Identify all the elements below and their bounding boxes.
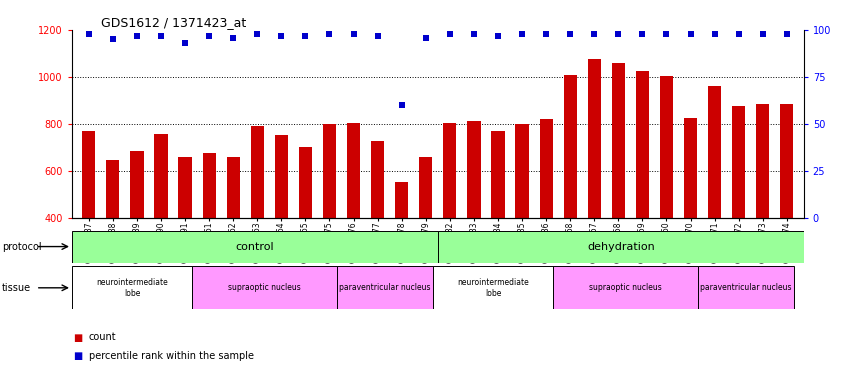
Bar [437, 231, 804, 262]
Point [106, 36, 119, 42]
Point [563, 31, 577, 37]
Text: ■: ■ [74, 351, 83, 361]
Point [299, 33, 312, 39]
Bar [443, 123, 457, 218]
Point [419, 34, 432, 40]
Point [250, 31, 264, 37]
Bar [780, 104, 794, 218]
Point [540, 31, 553, 37]
Text: dehydration: dehydration [587, 242, 655, 252]
Point [756, 31, 770, 37]
Bar [698, 266, 794, 309]
Point [130, 33, 144, 39]
Point [467, 31, 481, 37]
Point [684, 31, 697, 37]
Text: GDS1612 / 1371423_at: GDS1612 / 1371423_at [102, 16, 246, 29]
Text: paraventricular nucleus: paraventricular nucleus [339, 284, 431, 292]
Bar [612, 63, 625, 217]
Point [202, 33, 216, 39]
Bar [72, 266, 192, 309]
Bar [275, 135, 288, 218]
Bar [636, 71, 649, 217]
Point [347, 31, 360, 37]
Text: tissue: tissue [2, 283, 30, 293]
Text: percentile rank within the sample: percentile rank within the sample [89, 351, 254, 361]
Point [371, 33, 384, 39]
Bar [299, 147, 312, 218]
Text: ■: ■ [74, 333, 83, 342]
Bar [732, 106, 745, 218]
Bar [323, 124, 336, 218]
Point [179, 40, 192, 46]
Bar [492, 131, 504, 218]
Text: control: control [235, 242, 274, 252]
Bar [250, 126, 264, 218]
Text: protocol: protocol [2, 242, 41, 252]
Bar [202, 153, 216, 218]
Text: supraoptic nucleus: supraoptic nucleus [228, 284, 301, 292]
Bar [72, 231, 437, 262]
Bar [756, 104, 769, 218]
Bar [179, 157, 192, 218]
Point [82, 31, 96, 37]
Point [612, 31, 625, 37]
Point [492, 33, 505, 39]
Point [780, 31, 794, 37]
Bar [154, 134, 168, 218]
Point [708, 31, 722, 37]
Point [587, 31, 601, 37]
Bar [192, 266, 337, 309]
Point [660, 31, 673, 37]
Bar [107, 160, 119, 218]
Bar [588, 59, 601, 217]
Bar [563, 75, 577, 217]
Text: neurointermediate
lobe: neurointermediate lobe [96, 278, 168, 297]
Bar [130, 151, 144, 217]
Point [732, 31, 745, 37]
Bar [708, 86, 722, 218]
Point [227, 34, 240, 40]
Bar [553, 266, 698, 309]
Point [515, 31, 529, 37]
Text: paraventricular nucleus: paraventricular nucleus [700, 284, 792, 292]
Text: supraoptic nucleus: supraoptic nucleus [589, 284, 662, 292]
Bar [337, 266, 433, 309]
Point [154, 33, 168, 39]
Point [395, 102, 409, 108]
Bar [467, 122, 481, 218]
Text: neurointermediate
lobe: neurointermediate lobe [458, 278, 529, 297]
Bar [433, 266, 553, 309]
Bar [371, 141, 384, 218]
Bar [395, 182, 409, 218]
Point [635, 31, 649, 37]
Bar [660, 76, 673, 217]
Text: count: count [89, 333, 117, 342]
Point [322, 31, 336, 37]
Point [443, 31, 457, 37]
Bar [82, 131, 96, 218]
Bar [419, 157, 432, 218]
Bar [684, 118, 697, 218]
Point [275, 33, 288, 39]
Bar [227, 157, 239, 218]
Bar [515, 124, 529, 218]
Bar [347, 123, 360, 218]
Bar [540, 119, 552, 218]
